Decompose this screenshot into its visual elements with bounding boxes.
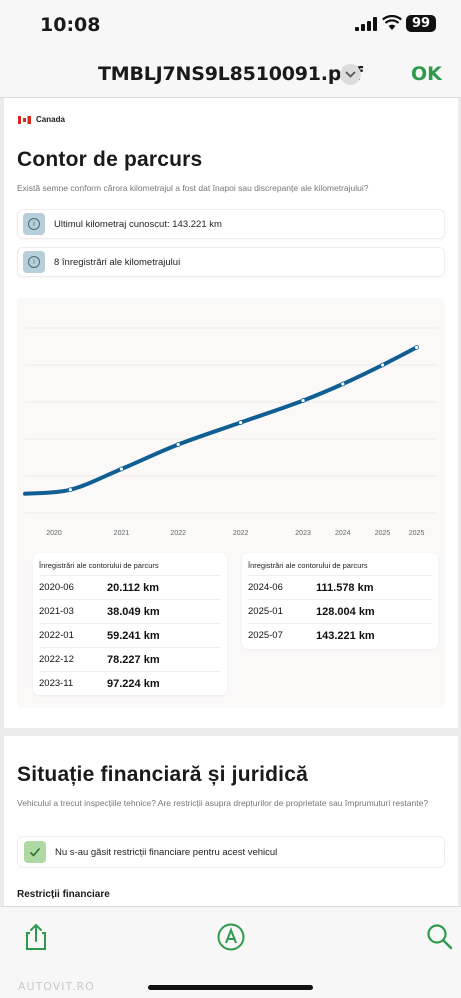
record-date: 2021-03 — [39, 606, 74, 617]
financial-description: Vehiculul a trecut inspecțiile tehnice? … — [17, 798, 429, 808]
wifi-icon — [382, 15, 402, 30]
table-title: Înregistrări ale contorului de parcurs — [248, 561, 368, 570]
table-title: Înregistrări ale contorului de parcurs — [39, 561, 159, 570]
odometer-records-table-left: Înregistrări ale contorului de parcurs 2… — [33, 553, 227, 695]
bottom-toolbar: AUTOVIT.RO — [0, 906, 461, 998]
odometer-line-chart: 2020 2021 2022 2022 2023 2024 2025 2025 — [23, 327, 437, 537]
table-row: 2025-07 143.221 km — [248, 623, 432, 647]
data-point-2020-06 — [67, 487, 73, 493]
record-km: 128.004 km — [316, 605, 375, 618]
records-count-row: i 8 înregistrări ale kilometrajului — [17, 247, 445, 277]
cellular-signal-icon — [355, 17, 377, 31]
x-tick-label: 2022 — [170, 530, 186, 537]
x-tick-label: 2022 — [233, 530, 249, 537]
document-title[interactable]: TMBLJ7NS9L8510091.pdf — [98, 63, 363, 85]
record-km: 78.227 km — [107, 653, 160, 666]
info-icon: i — [23, 213, 45, 235]
record-date: 2022-01 — [39, 630, 74, 641]
last-km-label: Ultimul kilometraj cunoscut: 143.221 km — [54, 218, 222, 230]
status-time: 10:08 — [40, 14, 101, 36]
x-tick-label: 2024 — [335, 530, 351, 537]
odometer-title: Contor de parcurs — [17, 148, 203, 171]
no-restrictions-row: Nu s-au găsit restricții financiare pent… — [17, 836, 445, 868]
pdf-viewer[interactable]: Canada Contor de parcurs Există semne co… — [0, 98, 461, 906]
table-row: 2021-03 38.049 km — [39, 599, 221, 623]
record-km: 20.112 km — [107, 581, 159, 594]
odometer-series-line — [23, 345, 419, 496]
checkmark-icon — [24, 841, 46, 863]
record-date: 2022-12 — [39, 654, 74, 665]
x-tick-label: 2023 — [295, 530, 311, 537]
record-km: 143.221 km — [316, 629, 375, 642]
record-km: 38.049 km — [107, 605, 160, 618]
table-row: 2020-06 20.112 km — [39, 575, 221, 599]
record-date: 2025-01 — [248, 606, 283, 617]
data-point-2025-01 — [380, 362, 385, 368]
x-tick-label: 2020 — [46, 530, 62, 537]
country-name: Canada — [36, 115, 65, 124]
pdf-page-odometer: Canada Contor de parcurs Există semne co… — [4, 98, 458, 728]
table-row: 2023-11 97.224 km — [39, 671, 221, 695]
pdf-page-financial: Situație financiară și juridică Vehiculu… — [4, 736, 458, 906]
financial-restrictions-heading: Restricții financiare — [17, 889, 110, 900]
battery-indicator: 99 — [406, 15, 436, 32]
record-date: 2023-11 — [39, 678, 74, 689]
odometer-description: Există semne conform cărora kilometrajul… — [17, 183, 369, 193]
canada-flag-icon — [18, 115, 31, 124]
search-icon[interactable] — [425, 922, 455, 952]
markup-pen-icon[interactable] — [216, 922, 246, 952]
odometer-chart: 2020 2021 2022 2022 2023 2024 2025 2025 Înregis… — [17, 298, 445, 708]
record-km: 97.224 km — [107, 677, 160, 690]
data-point-2023-11 — [300, 398, 306, 403]
data-point-2024-06 — [340, 381, 346, 387]
x-tick-label: 2025 — [409, 530, 425, 537]
data-point-2021-03 — [119, 466, 124, 472]
record-date: 2025-07 — [248, 630, 283, 641]
data-point-2025-07 — [414, 345, 419, 350]
table-row: 2022-01 59.241 km — [39, 623, 221, 647]
info-icon: i — [23, 251, 45, 273]
record-km: 111.578 km — [316, 581, 374, 594]
table-row: 2025-01 128.004 km — [248, 599, 432, 623]
watermark: AUTOVIT.RO — [18, 980, 95, 993]
records-count-label: 8 înregistrări ale kilometrajului — [54, 256, 181, 268]
data-point-2022-12 — [238, 420, 244, 425]
record-date: 2024-06 — [248, 582, 283, 593]
x-tick-label: 2021 — [114, 530, 130, 537]
record-km: 59.241 km — [107, 629, 160, 642]
table-row: 2024-06 111.578 km — [248, 575, 432, 599]
share-icon[interactable] — [21, 922, 51, 952]
table-row: 2022-12 78.227 km — [39, 647, 221, 671]
home-indicator[interactable] — [148, 985, 313, 990]
no-restrictions-label: Nu s-au găsit restricții financiare pent… — [55, 846, 278, 858]
x-tick-label: 2025 — [375, 530, 391, 537]
data-point-2022-01 — [175, 442, 181, 447]
chevron-down-icon[interactable] — [340, 64, 361, 85]
record-date: 2020-06 — [39, 582, 74, 593]
financial-title: Situație financiară și juridică — [17, 763, 308, 786]
last-km-row: i Ultimul kilometraj cunoscut: 143.221 k… — [17, 209, 445, 239]
odometer-records-table-right: Înregistrări ale contorului de parcurs 2… — [242, 553, 438, 649]
ok-button[interactable]: OK — [411, 63, 442, 85]
country-label: Canada — [18, 115, 65, 124]
status-bar: 10:08 99 — [0, 0, 461, 50]
document-nav-bar: TMBLJ7NS9L8510091.pdf OK — [0, 50, 461, 98]
